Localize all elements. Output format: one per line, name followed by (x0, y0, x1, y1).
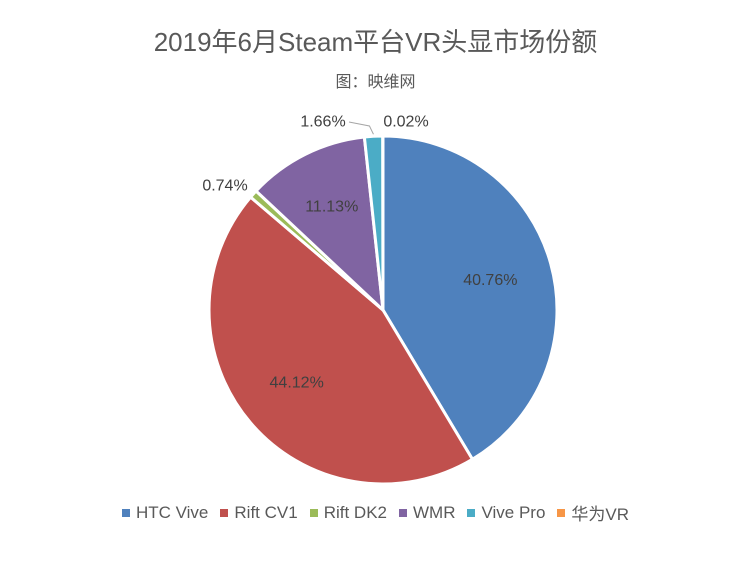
legend-label: Vive Pro (481, 502, 546, 522)
data-label: 1.66% (300, 114, 345, 131)
data-label: 11.13% (305, 199, 358, 216)
legend-label: Rift DK2 (323, 502, 387, 522)
legend-item: Vive Pro (467, 503, 545, 523)
chart-legend: HTC Vive Rift CV1 Rift DK2 WMR Vive Pro 华为VR (0, 500, 751, 525)
pie-slice-htc-vive (381, 134, 559, 461)
data-label: 0.74% (202, 178, 247, 195)
data-label: 40.76% (463, 272, 517, 289)
legend-item: HTC Vive (121, 502, 209, 523)
legend-swatch (557, 508, 566, 517)
chart-title: 2019年6月Steam平台VR头显市场份额 (153, 27, 598, 57)
legend-swatch (467, 508, 476, 517)
pie-slice-wmr (254, 135, 385, 312)
legend-swatch (309, 508, 318, 517)
pie-slice-rift-cv1 (207, 195, 474, 486)
legend-label: Rift CV1 (234, 502, 298, 522)
legend-swatch (121, 508, 130, 517)
legend-item: Rift DK2 (309, 502, 387, 523)
legend-swatch (398, 508, 407, 517)
leader-line (348, 121, 374, 135)
legend-item: 华为VR (557, 500, 629, 525)
legend-label: 华为VR (571, 505, 630, 524)
legend-label: HTC Vive (135, 502, 209, 522)
chart-subtitle: 图：映维网 (335, 74, 416, 91)
legend-label: WMR (412, 502, 456, 522)
legend-item: Rift CV1 (220, 502, 298, 523)
legend-item: WMR (398, 502, 456, 523)
data-label: 0.02% (383, 114, 428, 131)
data-label: 44.12% (270, 375, 324, 392)
legend-swatch (220, 508, 229, 517)
